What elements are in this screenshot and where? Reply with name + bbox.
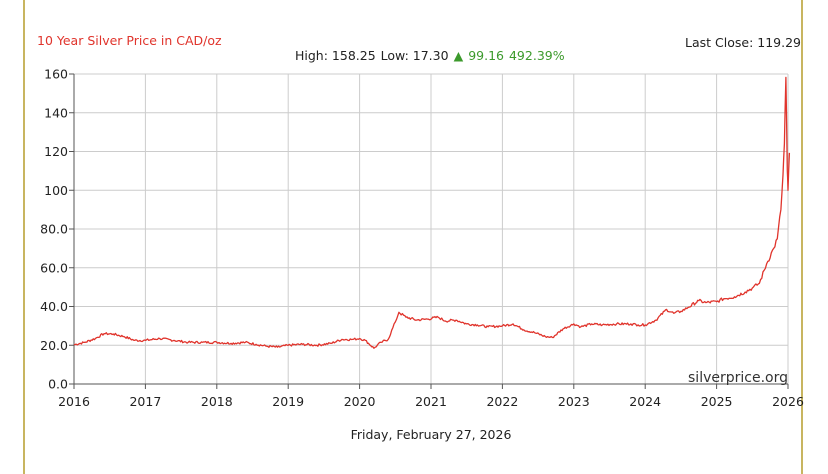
chart-frame: 10 Year Silver Price in CAD/oz High: 158… (23, 0, 804, 474)
x-tick-label: 2021 (415, 394, 447, 409)
x-tick-label: 2019 (272, 394, 304, 409)
x-tick-label: 2022 (486, 394, 518, 409)
high-low-stats: High: 158.25 Low: 17.30 ▲ 99.16 492.39% (295, 48, 565, 63)
change-percent: 492.39% (509, 48, 565, 63)
chart-title: 10 Year Silver Price in CAD/oz (37, 33, 222, 48)
grid-lines (73, 73, 789, 385)
y-tick-label: 100 (44, 183, 68, 198)
x-tick-label: 2026 (772, 394, 804, 409)
y-tick-label: 40.0 (40, 299, 68, 314)
y-tick-label: 120 (44, 144, 68, 159)
date-label: Friday, February 27, 2026 (351, 427, 512, 442)
price-chart: 10 Year Silver Price in CAD/oz High: 158… (37, 33, 804, 442)
x-tick-label: 2024 (629, 394, 661, 409)
last-close: Last Close: 119.29 (685, 35, 801, 50)
low-value: Low: 17.30 (381, 48, 449, 63)
y-tick-label: 160 (44, 67, 68, 82)
x-tick-label: 2016 (58, 394, 90, 409)
high-value: High: 158.25 (295, 48, 376, 63)
x-tick-label: 2025 (701, 394, 733, 409)
y-tick-label: 0.0 (48, 377, 68, 392)
y-axis: 0.0 20.0 40.0 60.0 80.0 100 120 140 160 (40, 67, 75, 392)
x-axis: 2016 2017 2018 2019 2020 2021 2022 2023 2024 2025… (58, 383, 804, 409)
y-tick-label: 60.0 (40, 260, 68, 275)
x-tick-label: 2020 (344, 394, 376, 409)
change-value: 99.16 (468, 48, 504, 63)
price-series-line (73, 76, 791, 349)
x-tick-label: 2017 (129, 394, 161, 409)
y-tick-label: 80.0 (40, 222, 68, 237)
x-tick-label: 2018 (201, 394, 233, 409)
y-tick-label: 140 (44, 105, 68, 120)
watermark: silverprice.org (688, 370, 788, 386)
up-arrow-icon: ▲ (454, 48, 464, 63)
y-tick-label: 20.0 (40, 338, 68, 353)
x-tick-label: 2023 (558, 394, 590, 409)
